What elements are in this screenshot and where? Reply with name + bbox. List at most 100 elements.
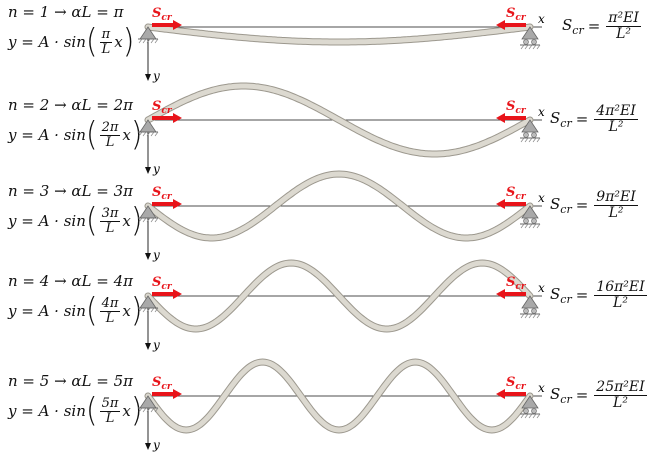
left-force-arrow-head — [173, 199, 182, 209]
left-force-arrow — [152, 389, 182, 399]
open-paren: ( — [85, 115, 98, 154]
roller-support-triangle — [521, 26, 539, 40]
buckled-beam — [145, 260, 533, 332]
y-axis-label: y — [152, 438, 160, 452]
y-axis-label: y — [152, 69, 160, 83]
critical-load-fraction-denominator: L² — [608, 118, 624, 135]
left-force-label: Scr — [152, 6, 173, 23]
right-force-arrow — [496, 199, 526, 209]
mode-eigen-equation: n = 3 → αL = 3π — [8, 182, 134, 200]
right-force-label: Scr — [506, 185, 527, 202]
beam-diagram: x y Scr Scr — [138, 170, 545, 262]
right-force-arrow — [496, 113, 526, 123]
roller-support-hatch — [528, 223, 533, 229]
close-paren: ) — [130, 115, 143, 154]
argument-fraction-denominator: L — [101, 41, 111, 57]
roller-support-hatch — [532, 313, 537, 319]
critical-load-symbol: Scr — [550, 285, 572, 306]
close-paren: ) — [130, 291, 143, 330]
left-force-arrow — [152, 113, 182, 123]
pin-support-hatch — [154, 217, 159, 223]
x-axis-label: x — [538, 381, 545, 395]
right-force-label-main: S — [506, 275, 515, 290]
right-force-arrow-head — [496, 289, 505, 299]
equals-sign: = — [575, 286, 589, 305]
open-paren: ( — [85, 291, 98, 330]
critical-load-fraction-denominator: L² — [616, 25, 632, 42]
roller-support-hatch — [536, 313, 541, 319]
roller-support-hatch — [528, 413, 533, 419]
left-force-label-sub: cr — [161, 282, 172, 292]
argument-fraction-denominator: L — [105, 310, 115, 326]
roller-support-hatch — [536, 137, 541, 143]
critical-load-main: S — [550, 284, 561, 303]
left-force-label: Scr — [152, 275, 173, 292]
roller-support-triangle — [521, 119, 539, 133]
critical-load-fraction: 25π²EI L² — [594, 380, 647, 410]
x-axis-label: x — [538, 12, 545, 26]
argument-fraction-denominator: L — [105, 410, 115, 426]
pin-support-hatch — [142, 307, 147, 313]
pin-support-hatch — [154, 38, 159, 44]
pin-support-hatch — [138, 131, 143, 137]
mode-eigen-equation: n = 4 → αL = 4π — [8, 272, 134, 290]
roller-support-roller-a — [523, 308, 529, 314]
critical-load-fraction: 16π²EI L² — [594, 280, 647, 310]
roller-support-hatch — [524, 223, 529, 229]
left-force-arrow-head — [173, 289, 182, 299]
pin-support-hatch — [142, 217, 147, 223]
mode-eigen-equation: n = 1 → αL = π — [8, 3, 124, 21]
roller-support-triangle — [521, 395, 539, 409]
left-force-label-sub: cr — [161, 192, 172, 202]
critical-load-subscript: cr — [572, 23, 584, 37]
critical-load-symbol: Scr — [562, 16, 584, 37]
pin-support — [138, 205, 159, 223]
critical-load-main: S — [550, 108, 561, 127]
pin-support-triangle — [139, 119, 157, 133]
argument-fraction: 3π L — [99, 207, 121, 235]
critical-load-subscript: cr — [560, 292, 572, 306]
roller-support-hatch — [520, 44, 525, 50]
close-paren: ) — [130, 201, 143, 240]
right-force-arrow — [496, 389, 526, 399]
left-force-label-main: S — [152, 99, 161, 114]
y-axis-label: y — [152, 248, 160, 262]
critical-load-main: S — [562, 15, 573, 34]
pin-support-hatch — [142, 131, 147, 137]
argument-variable: x — [122, 301, 131, 320]
right-force-label: Scr — [506, 275, 527, 292]
roller-support-roller-a — [523, 408, 529, 414]
equals-sign: = — [575, 196, 589, 215]
left-force-label-main: S — [152, 185, 161, 200]
pin-support — [138, 119, 159, 137]
pin-support-hatch — [150, 307, 155, 313]
roller-support-hatch — [532, 223, 537, 229]
roller-support-hatch — [536, 223, 541, 229]
pin-support-hatch — [150, 217, 155, 223]
roller-support — [520, 395, 541, 419]
y-axis-arrowhead — [145, 167, 151, 174]
roller-support-hatch — [520, 137, 525, 143]
left-force-label: Scr — [152, 375, 173, 392]
y-axis-arrowhead — [145, 443, 151, 450]
left-force-label-main: S — [152, 6, 161, 21]
roller-support-hatch — [532, 413, 537, 419]
x-axis-label: x — [538, 191, 545, 205]
critical-load-main: S — [550, 384, 561, 403]
left-force-arrow-head — [173, 113, 182, 123]
y-axis-label: y — [152, 338, 160, 352]
y-axis-label: y — [152, 162, 160, 176]
left-force-label-main: S — [152, 275, 161, 290]
roller-support-hatch — [524, 413, 529, 419]
mode-eigen-equation: n = 5 → αL = 5π — [8, 372, 134, 390]
right-force-arrow — [496, 289, 526, 299]
pin-support-hatch — [154, 407, 159, 413]
